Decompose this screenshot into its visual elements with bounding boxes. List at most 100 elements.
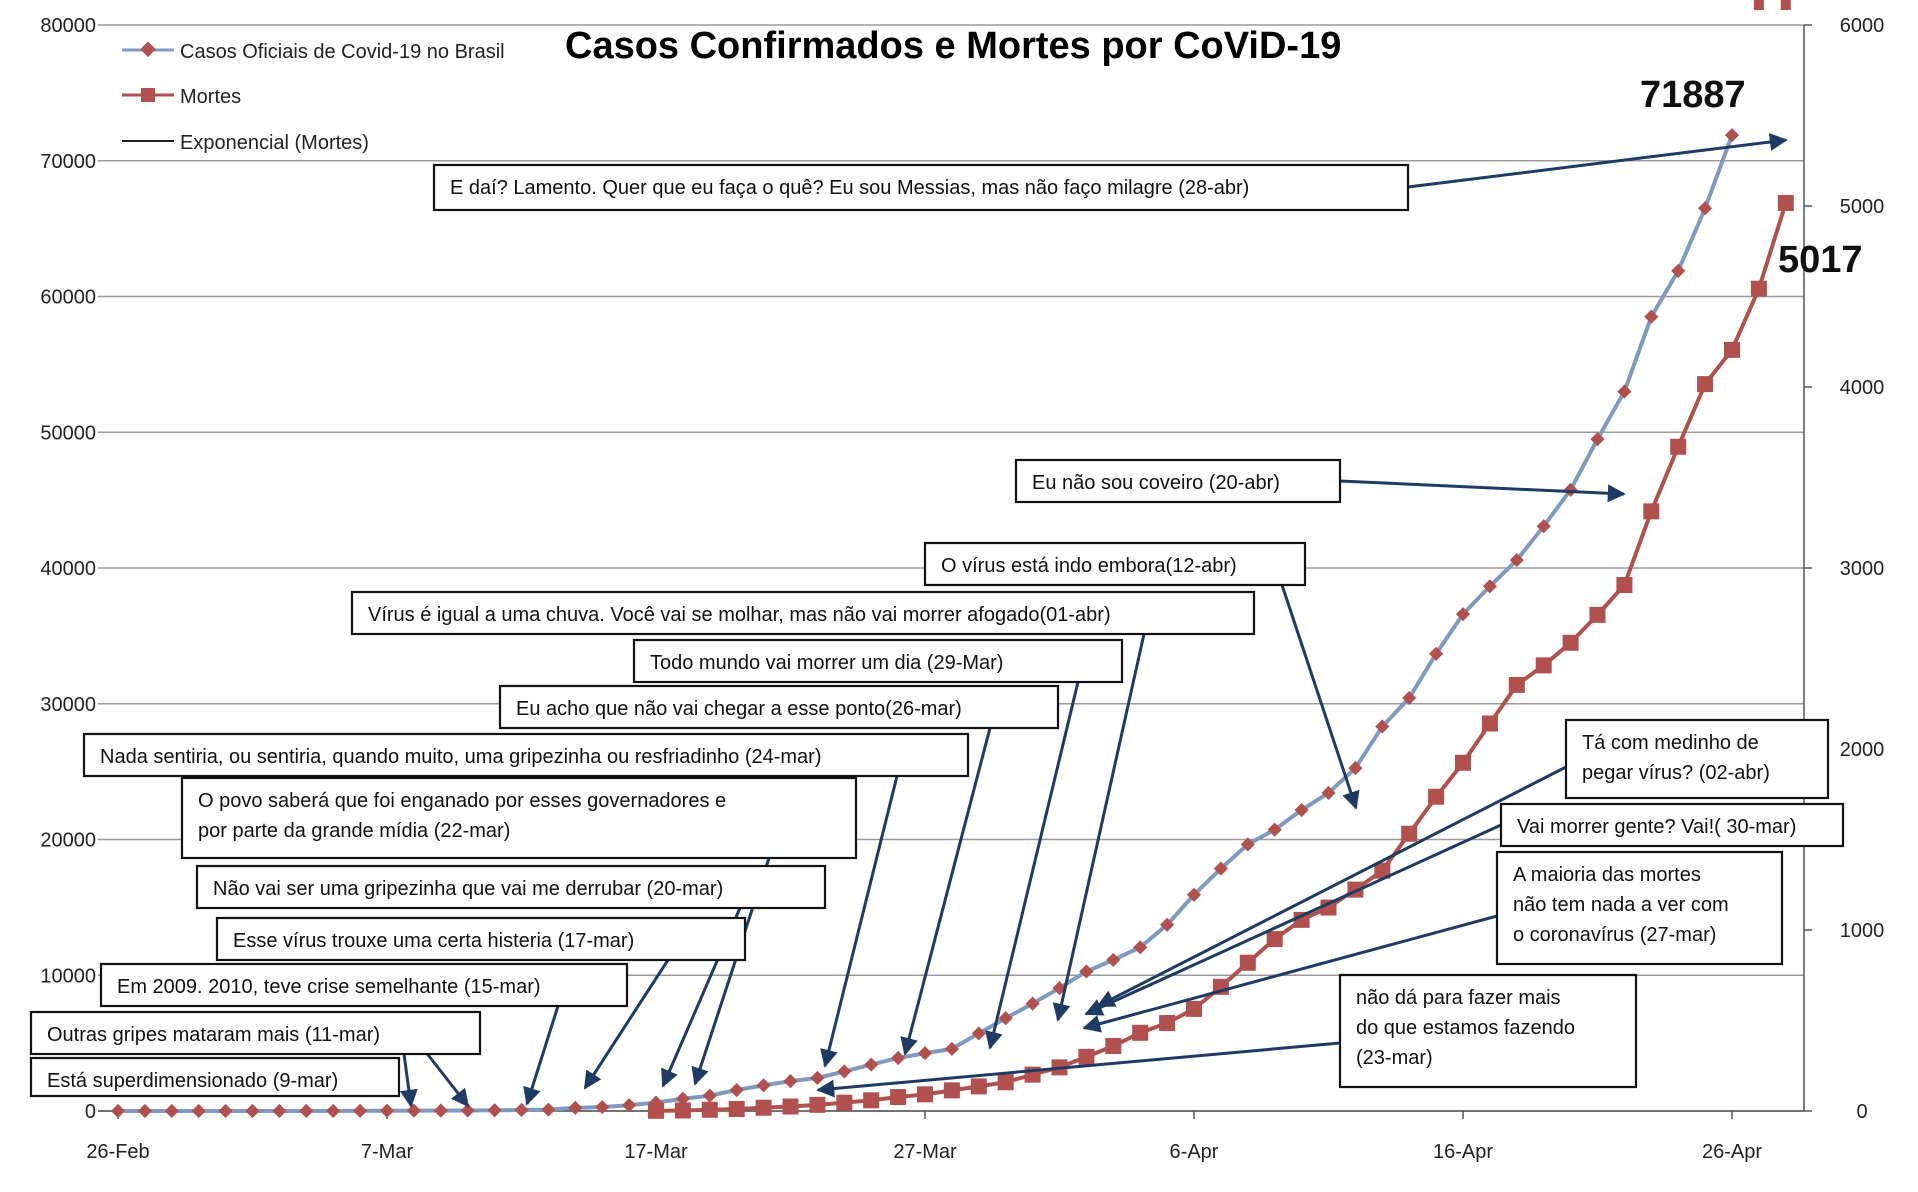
cases-point	[110, 1103, 126, 1119]
deaths-point	[997, 1074, 1014, 1091]
annotation-box	[432, 163, 1410, 212]
cases-point	[1240, 837, 1255, 852]
cases-point	[164, 1103, 179, 1119]
annotation-box	[1499, 802, 1845, 848]
annotation-callout: Eu acho que não vai chegar a esse ponto(…	[498, 684, 1060, 730]
deaths-point	[1777, 194, 1794, 211]
cases-point	[1375, 719, 1390, 734]
cases-point	[353, 1103, 368, 1118]
deaths-point	[1750, 280, 1767, 297]
cases-point	[1348, 760, 1363, 776]
cases-point	[1509, 553, 1524, 568]
y-left-tick-label: 50000	[40, 422, 96, 444]
y-left-tick-label: 60000	[40, 287, 96, 309]
cases-point	[1079, 964, 1094, 979]
deaths-point	[890, 1089, 907, 1106]
cases-point	[1294, 802, 1309, 818]
x-tick-label: 6-Apr	[1170, 1141, 1219, 1163]
annotation-callout: Vírus é igual a uma chuva. Você vai se m…	[350, 590, 1256, 636]
arrow-26-mar	[900, 727, 992, 1056]
cases-point	[1698, 201, 1713, 216]
cases-point	[137, 1103, 152, 1119]
deaths-point	[1481, 715, 1498, 732]
cases-point	[783, 1074, 798, 1089]
cases-point	[272, 1103, 287, 1119]
annotation-box	[215, 916, 747, 962]
annotation-box	[632, 638, 1124, 684]
cases-point	[944, 1041, 959, 1056]
annotation-text: Eu acho que não vai chegar a esse ponto(…	[516, 698, 962, 720]
cases-point	[379, 1103, 395, 1118]
deaths-point	[809, 1096, 826, 1113]
chart-title: Casos Confirmados e Mortes por CoViD-19	[565, 25, 1341, 67]
cases-point	[917, 1046, 933, 1061]
cases-point	[191, 1103, 206, 1119]
axes: 0100002000030000400005000060000700008000…	[40, 15, 1884, 1163]
x-tick-label: 16-Apr	[1433, 1141, 1493, 1163]
annotation-text: Nada sentiria, ou sentiria, quando muito…	[100, 746, 822, 768]
annotation-callout: Em 2009. 2010, teve crise semelhante (15…	[99, 962, 629, 1008]
annotation-callout: Não vai ser uma gripezinha que vai me de…	[195, 864, 827, 910]
arrow-29-mar	[985, 681, 1080, 1050]
annotation-box	[195, 864, 827, 910]
deaths-point	[1535, 657, 1552, 674]
x-tick-label: 17-Mar	[624, 1141, 688, 1163]
cases-point	[1617, 384, 1632, 399]
x-tick-label: 27-Mar	[893, 1141, 957, 1163]
annotation-text: Está superdimensionado (9-mar)	[47, 1070, 338, 1092]
annotation-text: pegar vírus? (02-abr)	[1582, 762, 1770, 784]
arrow-30-mar	[1084, 823, 1502, 1016]
deaths-point	[755, 1099, 772, 1116]
cases-point	[1321, 785, 1336, 801]
deaths-point	[943, 1082, 960, 1099]
annotation-callout: O vírus está indo embora(12-abr)	[923, 541, 1307, 587]
cases-point	[1429, 646, 1444, 661]
cases-point	[595, 1099, 610, 1115]
deaths-point	[1428, 788, 1445, 805]
deaths-point	[1078, 1048, 1095, 1065]
annotation-text: Vai morrer gente? Vai!( 30-mar)	[1517, 816, 1796, 838]
annotation-box	[1338, 973, 1638, 1089]
deaths-point	[970, 1078, 987, 1095]
y-right-tick-label: 0	[1856, 1101, 1867, 1123]
x-tick-label: 26-Apr	[1702, 1141, 1762, 1163]
annotations: E daí? Lamento. Quer que eu faça o quê? …	[29, 163, 1845, 1098]
annotation-box	[29, 1010, 482, 1056]
cases-point	[1455, 607, 1471, 622]
deaths-point	[917, 1086, 933, 1103]
deaths-point	[648, 1102, 664, 1119]
y-right-tick-label: 5000	[1840, 196, 1885, 218]
cases-point	[1563, 482, 1578, 497]
annotation-text: E daí? Lamento. Quer que eu faça o quê? …	[450, 177, 1249, 199]
annotation-text: Outras gripes mataram mais (11-mar)	[47, 1024, 380, 1046]
annotation-box	[498, 684, 1060, 730]
y-right-tick-label: 6000	[1840, 15, 1885, 37]
cases-point	[1106, 952, 1121, 967]
cases-point	[702, 1088, 717, 1103]
deaths-point	[1132, 1024, 1149, 1041]
deaths-point	[1239, 954, 1256, 971]
y-right-tick-label: 4000	[1840, 377, 1885, 399]
deaths-point	[1643, 503, 1660, 520]
cases-point	[1267, 822, 1282, 837]
x-tick-label: 7-Mar	[361, 1141, 414, 1163]
annotation-callout: Outras gripes mataram mais (11-mar)	[29, 1010, 482, 1056]
deaths-point	[1589, 606, 1606, 623]
cases-point	[245, 1103, 260, 1119]
cases-point	[514, 1102, 529, 1118]
deaths-point	[1159, 1015, 1176, 1032]
cases-point	[998, 1011, 1013, 1026]
cases-point	[1186, 887, 1202, 902]
annotation-text: por parte da grande mídia (22-mar)	[198, 820, 510, 842]
legend-cases-marker	[140, 41, 156, 58]
cases-point	[487, 1103, 502, 1118]
cases-point	[299, 1103, 314, 1119]
annotation-box	[1564, 718, 1830, 800]
cases-point	[1482, 579, 1497, 594]
series-deaths	[648, 194, 1794, 1119]
deaths-point	[728, 1101, 745, 1118]
annotation-text: Não vai ser uma gripezinha que vai me de…	[213, 878, 723, 900]
cases-point	[568, 1100, 583, 1115]
cases-point	[864, 1057, 879, 1072]
deaths-point	[1562, 634, 1579, 651]
